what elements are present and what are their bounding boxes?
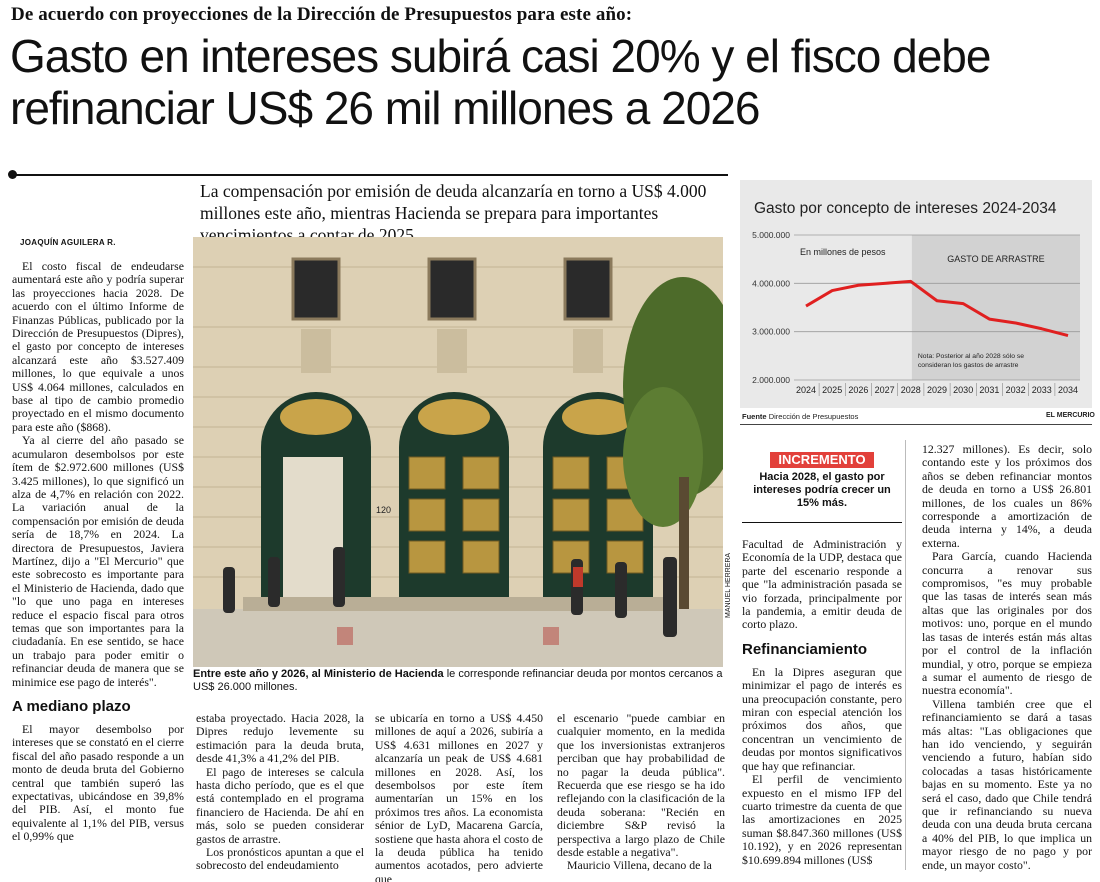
y-tick-label: 5.000.000 xyxy=(752,230,790,240)
x-tick-label: 2025 xyxy=(822,385,842,395)
chart-note: consideran los gastos de arrastre xyxy=(918,362,1019,369)
column-5: Facultad de Administración y Economía de… xyxy=(742,537,902,867)
column-1: El costo fiscal de endeudarse aumentará … xyxy=(12,259,184,844)
paragraph: El pago de intereses se calcula hasta di… xyxy=(196,764,364,846)
divider xyxy=(742,522,902,523)
ministry-photo: 120 xyxy=(193,237,723,667)
subhead-refinanciamiento: Refinanciamiento xyxy=(742,640,868,658)
paragraph: Mauricio Villena, decano de la xyxy=(567,858,712,873)
paragraph: En la Dipres aseguran que minimizar el p… xyxy=(742,664,902,773)
paragraph: Para García, cuando Hacienda concurra a … xyxy=(922,549,1092,698)
incremento-text: Hacia 2028, el gasto por intereses podrí… xyxy=(753,471,891,509)
y-tick-label: 2.000.000 xyxy=(752,375,790,385)
building-number: 120 xyxy=(376,505,391,515)
region-label: GASTO DE ARRASTRE xyxy=(947,254,1044,264)
x-tick-label: 2024 xyxy=(796,385,816,395)
paragraph: estaba proyectado. Hacia 2028, la Dipres… xyxy=(196,711,364,766)
chart-panel: Gasto por concepto de intereses 2024-203… xyxy=(740,180,1092,408)
x-tick-label: 2027 xyxy=(875,385,895,395)
paragraph: Ya al cierre del año pasado se acumularo… xyxy=(12,433,184,689)
caption-text: le corresponde refinanciar deuda por mon… xyxy=(193,668,723,693)
x-tick-label: 2026 xyxy=(848,385,868,395)
photo-caption: Entre este año y 2026, al Ministerio de … xyxy=(193,668,725,694)
chart-note: Nota: Posterior al año 2028 sólo se xyxy=(918,353,1024,360)
column-6: 12.327 millones). Es decir, solo contand… xyxy=(922,442,1092,872)
x-tick-label: 2030 xyxy=(953,385,973,395)
x-tick-label: 2028 xyxy=(901,385,921,395)
headline: Gasto en intereses subirá casi 20% y el … xyxy=(10,30,991,134)
incremento-box: INCREMENTO Hacia 2028, el gasto por inte… xyxy=(742,452,902,524)
x-tick-label: 2034 xyxy=(1058,385,1078,395)
line-chart: 5.000.000 4.000.000 3.000.000 2.000.000 2024… xyxy=(752,230,1080,396)
chart-title: Gasto por concepto de intereses 2024-203… xyxy=(754,200,1057,217)
series-line xyxy=(805,279,1069,337)
paragraph: Villena también cree que el refinanciami… xyxy=(922,696,1092,872)
paragraph: el escenario "puede cambiar en cualquier… xyxy=(557,711,725,860)
paragraph: 12.327 millones). Es decir, solo contand… xyxy=(922,442,1092,550)
x-tick-label: 2032 xyxy=(1006,385,1026,395)
source-text: Dirección de Presupuestos xyxy=(768,412,859,421)
kicker: De acuerdo con proyecciones de la Direcc… xyxy=(11,4,633,25)
column-4: el escenario "puede cambiar en cualquier… xyxy=(557,711,725,873)
incremento-label: INCREMENTO xyxy=(770,452,874,468)
chart-source: Fuente Dirección de Presupuestos xyxy=(742,412,858,421)
shaded-region xyxy=(911,235,1080,380)
paragraph: Los pronósticos apuntan a que el sobreco… xyxy=(196,845,364,873)
photo-credit: MANUEL HERRERA xyxy=(725,552,732,618)
subhead-mediano-plazo: A mediano plazo xyxy=(12,698,131,715)
chart-brand: EL MERCURIO xyxy=(1046,412,1095,419)
column-3: se ubicaría en torno a US$ 4.450 millone… xyxy=(375,711,543,882)
divider xyxy=(905,440,906,870)
paragraph: El perfil de vencimiento expuesto en el … xyxy=(742,772,902,867)
column-2: estaba proyectado. Hacia 2028, la Dipres… xyxy=(196,711,364,873)
paragraph: se ubicaría en torno a US$ 4.450 millone… xyxy=(375,711,543,882)
divider xyxy=(10,174,728,176)
x-tick-label: 2031 xyxy=(979,385,999,395)
caption-bold: Entre este año y 2026, al Ministerio de … xyxy=(193,668,444,680)
y-tick-label: 3.000.000 xyxy=(752,327,790,337)
divider xyxy=(740,424,1092,425)
paragraph: Facultad de Administración y Economía de… xyxy=(742,537,902,632)
source-label: Fuente xyxy=(742,412,767,421)
x-tick-label: 2029 xyxy=(927,385,947,395)
byline: JOAQUÍN AGUILERA R. xyxy=(20,238,116,247)
paragraph: El mayor desembolso por intereses que se… xyxy=(12,722,184,844)
paragraph: El costo fiscal de endeudarse aumentará … xyxy=(12,259,184,434)
unit-label: En millones de pesos xyxy=(800,247,886,257)
y-tick-label: 4.000.000 xyxy=(752,278,790,288)
x-tick-label: 2033 xyxy=(1032,385,1052,395)
